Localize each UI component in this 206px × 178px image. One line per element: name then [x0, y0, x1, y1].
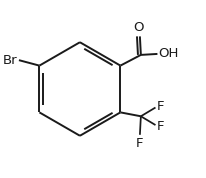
Text: OH: OH	[158, 47, 179, 60]
Text: F: F	[157, 119, 165, 133]
Text: F: F	[136, 137, 144, 150]
Text: F: F	[157, 100, 165, 113]
Text: Br: Br	[3, 54, 17, 67]
Text: O: O	[134, 21, 144, 34]
